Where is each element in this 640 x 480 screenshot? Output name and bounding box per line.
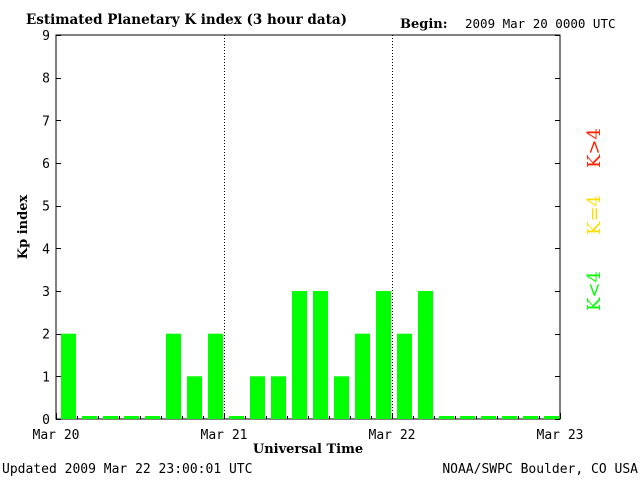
y-tick-label: 3: [42, 285, 50, 300]
y-tick-label: 6: [42, 157, 50, 172]
y-tick-label: 2: [42, 328, 50, 343]
kp-bar: [439, 416, 454, 419]
y-tick-label: 4: [42, 242, 50, 257]
kp-bar: [523, 416, 538, 419]
kp-bar: [418, 291, 433, 419]
chart-title: Estimated Planetary K index (3 hour data…: [26, 12, 347, 28]
kp-bar: [397, 333, 412, 419]
kp-bar: [208, 333, 223, 419]
kp-bar: [481, 416, 496, 419]
kp-bar: [103, 416, 118, 419]
kp-bar: [166, 333, 181, 419]
y-tick-label: 5: [42, 200, 50, 215]
x-axis-label: Universal Time: [253, 442, 363, 457]
day-dividers: [224, 35, 393, 419]
kp-bar: [502, 416, 517, 419]
kp-bar: [124, 416, 139, 419]
x-tick-label: Mar 21: [201, 428, 248, 443]
kp-bar: [460, 416, 475, 419]
updated-value: 2009 Mar 22 23:00:01 UTC: [65, 462, 253, 477]
legend-k-greater-4: K>4: [584, 128, 605, 168]
source-credit: NOAA/SWPC Boulder, CO USA: [442, 462, 638, 477]
x-axis: Mar 20 Mar 21 Mar 22 Mar 23: [33, 413, 584, 443]
bars-group: [61, 291, 559, 419]
x-tick-label: Mar 23: [537, 428, 584, 443]
updated-label: Updated 2009 Mar 22 23:00:01 UTC: [2, 462, 252, 477]
begin-label: Begin:: [400, 17, 448, 32]
begin-value: 2009 Mar 20 0000 UTC: [465, 16, 616, 31]
kp-bar: [376, 291, 391, 419]
kp-bar: [544, 416, 559, 419]
kp-bar: [145, 416, 160, 419]
legend-k-less-4: K<4: [584, 271, 605, 311]
kp-bar: [61, 333, 76, 419]
y-tick-label: 9: [42, 29, 50, 44]
y-tick-label: 7: [42, 114, 50, 129]
x-tick-label: Mar 20: [33, 428, 80, 443]
y-axis: 0 1 2 3 4 5 6 7 8 9: [42, 29, 560, 428]
y-tick-label: 8: [42, 72, 50, 87]
kp-bar: [355, 333, 370, 419]
updated-label-text: Updated: [2, 462, 57, 477]
kp-bar: [271, 376, 286, 419]
kp-bar: [313, 291, 328, 419]
kp-bar: [292, 291, 307, 419]
plot-frame: [55, 34, 561, 420]
y-axis-label: Kp index: [16, 195, 31, 260]
kp-bar: [229, 416, 244, 419]
kp-bar: [187, 376, 202, 419]
kp-bar: [82, 416, 97, 419]
kp-bar: [334, 376, 349, 419]
x-tick-label: Mar 22: [369, 428, 416, 443]
y-tick-label: 1: [42, 370, 50, 385]
kp-bar: [250, 376, 265, 419]
y-tick-label: 0: [42, 413, 50, 428]
legend-k-equal-4: K=4: [584, 195, 605, 235]
